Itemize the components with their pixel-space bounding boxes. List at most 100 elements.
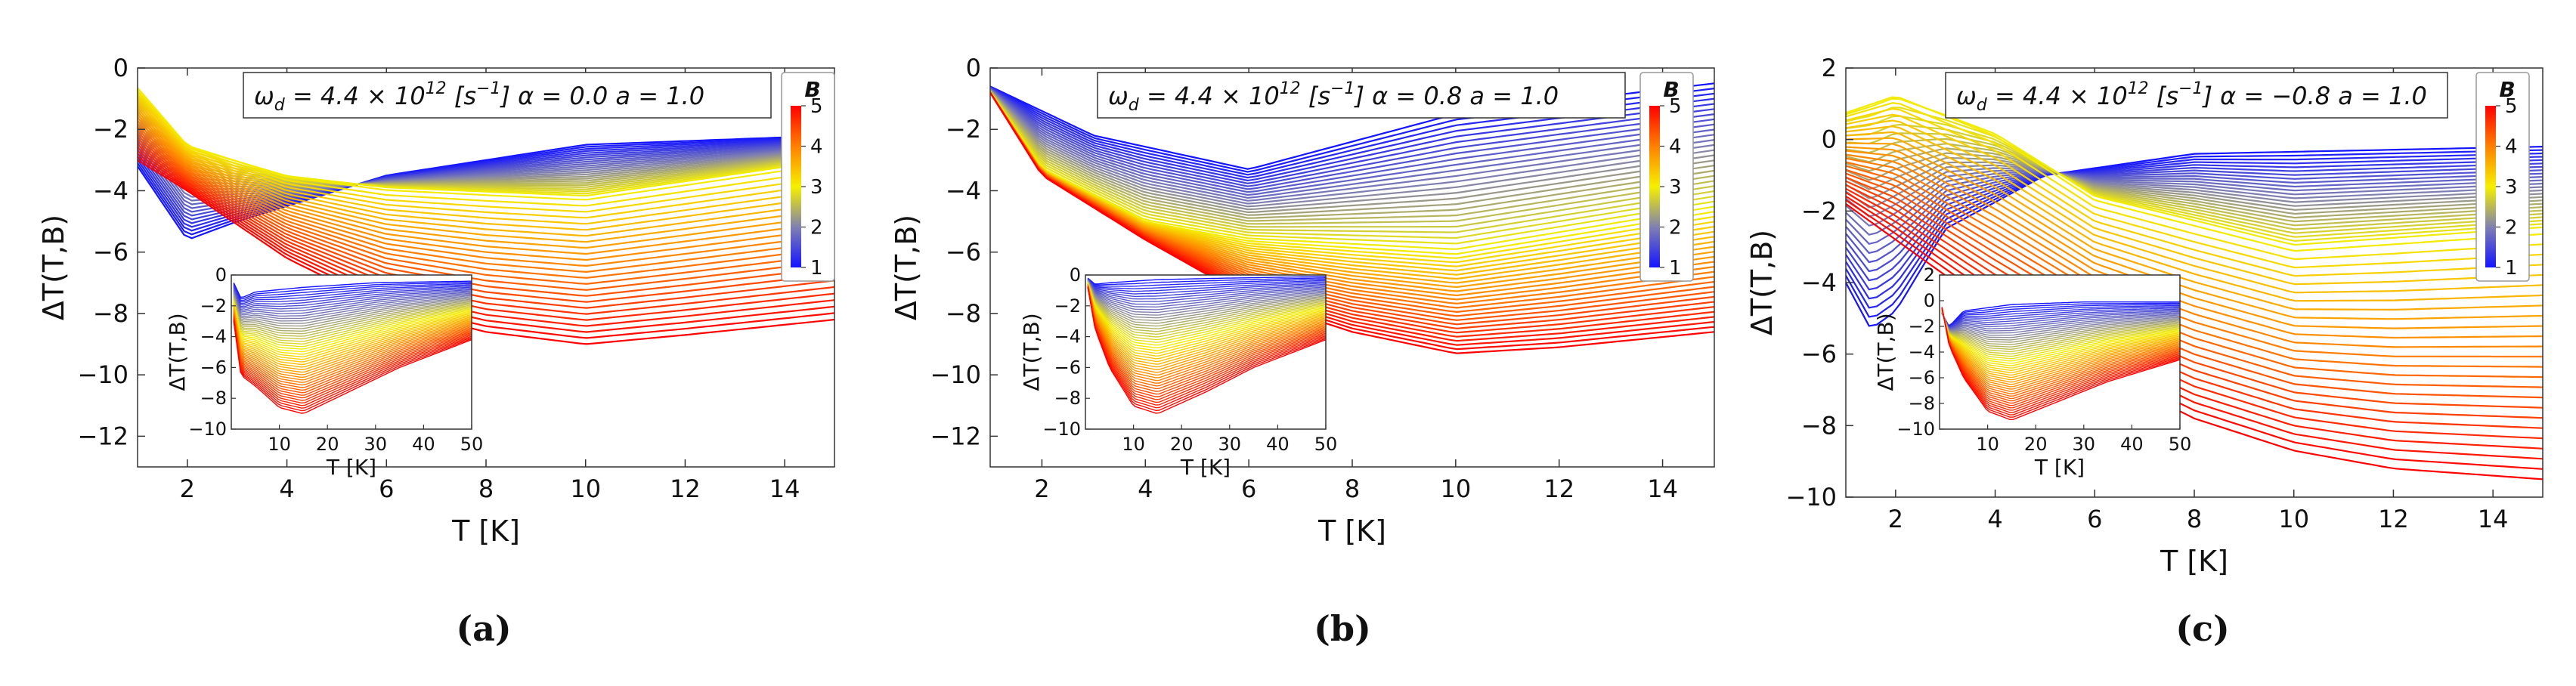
series-line-11 xyxy=(990,88,1714,199)
inset-series-line-4 xyxy=(1087,278,1326,289)
inset-series-line-15 xyxy=(1941,311,2180,338)
series-line-14 xyxy=(1846,164,2543,209)
inset-series-line-36 xyxy=(1087,284,1326,376)
inset-y-tick-label: −4 xyxy=(1054,326,1081,348)
inset-y-tick-label: −2 xyxy=(1909,316,1935,337)
inset-series-line-11 xyxy=(1087,280,1326,308)
x-tick-label: 14 xyxy=(2478,505,2509,533)
panel-caption: (a) xyxy=(456,608,511,649)
x-tick-label: 12 xyxy=(670,474,701,503)
series-line-39 xyxy=(1846,161,2543,368)
series-line-39 xyxy=(138,126,834,279)
params-text: ωd = 4.4 × 1012 [s−1] α = −0.8 a = 1.0 xyxy=(1956,79,2427,115)
series-line-30 xyxy=(138,99,834,225)
inset-series-line-36 xyxy=(233,310,472,379)
x-tick-label: 14 xyxy=(769,474,800,503)
series-line-40 xyxy=(1846,165,2543,379)
inset-series-line-31 xyxy=(1941,309,2180,376)
inset-x-tick-label: 40 xyxy=(412,434,435,455)
series-line-45 xyxy=(1846,184,2543,429)
colorbar-box xyxy=(1639,72,1694,282)
y-tick-label: −6 xyxy=(946,238,981,267)
inset-series-line-3 xyxy=(233,283,472,301)
inset-series-line-5 xyxy=(1087,278,1326,292)
params-text: ωd = 4.4 × 1012 [s−1] α = 0.0 a = 1.0 xyxy=(254,79,704,115)
inset-series-line-43 xyxy=(1941,307,2180,404)
series-line-49 xyxy=(138,156,834,339)
inset-series-line-30 xyxy=(1087,283,1326,360)
series-line-41 xyxy=(138,132,834,291)
inset-series-line-15 xyxy=(233,293,472,324)
series-line-13 xyxy=(138,126,834,194)
inset-series-line-34 xyxy=(1087,284,1326,370)
inset-y-tick-label: −4 xyxy=(200,326,227,348)
inset-series-line-34 xyxy=(1941,309,2180,383)
x-tick-label: 4 xyxy=(1138,474,1153,503)
inset-y-tick-label: −2 xyxy=(1054,295,1081,317)
series-line-17 xyxy=(138,113,834,187)
x-tick-label: 8 xyxy=(2187,505,2202,533)
inset-series-line-32 xyxy=(1087,283,1326,365)
y-tick-label: −4 xyxy=(93,176,128,205)
inset-series-line-25 xyxy=(233,301,472,350)
inset-y-tick-label: 2 xyxy=(1924,264,1935,286)
inset-y-tick-label: −8 xyxy=(200,388,227,409)
colorbar-tick-label: 5 xyxy=(1669,95,1682,118)
inset-y-tick-label: −10 xyxy=(1896,419,1935,440)
inset-series-line-17 xyxy=(233,295,472,329)
inset-series-line-5 xyxy=(1941,306,2180,328)
series-line-50 xyxy=(990,91,1714,354)
inset-series-line-24 xyxy=(233,300,472,348)
inset-series-line-49 xyxy=(233,320,472,412)
inset-series-line-18 xyxy=(233,295,472,332)
series-line-43 xyxy=(1846,176,2543,409)
inset-series-line-21 xyxy=(1087,281,1326,335)
inset-series-line-24 xyxy=(1941,310,2180,360)
series-line-20 xyxy=(990,91,1714,225)
inset-series-line-13 xyxy=(1087,280,1326,314)
inset-series-line-29 xyxy=(1941,309,2180,371)
inset-series-line-16 xyxy=(1941,311,2180,341)
y-tick-label: −8 xyxy=(946,299,981,328)
series-line-26 xyxy=(1846,96,2543,252)
inset-y-axis-label: ΔT(T,B) xyxy=(1019,313,1044,391)
series-line-23 xyxy=(990,91,1714,239)
inset-series-line-31 xyxy=(1087,283,1326,363)
inset-series-line-7 xyxy=(233,287,472,307)
x-tick-label: 10 xyxy=(2278,505,2309,533)
colorbar-box xyxy=(2475,72,2530,282)
series-line-24 xyxy=(138,91,834,195)
inset-series-line-20 xyxy=(1087,281,1326,332)
colorbar-tick-label: 4 xyxy=(810,136,823,159)
colorbar-tick-label: 2 xyxy=(1669,217,1682,239)
series-line-29 xyxy=(138,96,834,219)
inset-series-line-19 xyxy=(233,296,472,335)
series-line-30 xyxy=(1846,119,2543,286)
colorbar-tick-label: 3 xyxy=(1669,176,1682,199)
inset-series-line-2 xyxy=(1941,302,2180,327)
x-tick-label: 6 xyxy=(1241,474,1256,503)
series-line-36 xyxy=(138,117,834,261)
inset-series-line-13 xyxy=(1941,311,2180,334)
inset-series-line-37 xyxy=(1941,308,2180,390)
inset-series-line-44 xyxy=(1087,286,1326,397)
y-tick-label: −6 xyxy=(1801,340,1837,369)
inset-frame xyxy=(231,274,472,430)
inset-series-line-8 xyxy=(1941,309,2180,329)
inset-series-line-35 xyxy=(233,309,472,375)
series-line-9 xyxy=(138,139,834,209)
inset-series-line-47 xyxy=(1941,307,2180,413)
inset-series-line-44 xyxy=(233,316,472,399)
series-line-16 xyxy=(990,89,1714,214)
x-axis-label: T [K] xyxy=(1317,514,1386,548)
inset-series-line-9 xyxy=(1087,279,1326,302)
inset-series-line-39 xyxy=(233,312,472,386)
inset-x-axis-label: T [K] xyxy=(1180,455,1231,480)
inset-series-line-4 xyxy=(233,284,472,303)
series-line-4 xyxy=(1846,156,2543,300)
series-line-48 xyxy=(1846,195,2543,460)
series-line-34 xyxy=(1846,142,2543,320)
series-line-44 xyxy=(138,141,834,309)
